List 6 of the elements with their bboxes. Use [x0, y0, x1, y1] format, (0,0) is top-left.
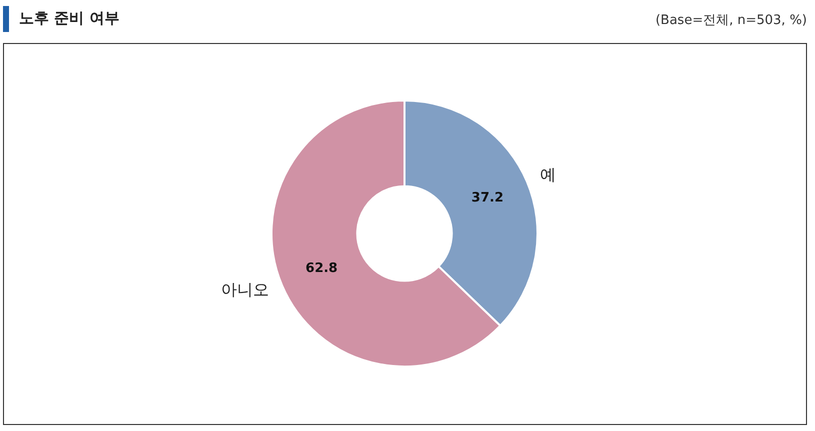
slice-label: 예	[540, 165, 556, 184]
data-label: 37.2	[471, 190, 504, 206]
text: (Base=전체, n=503, %)	[655, 12, 807, 29]
text: 노후 준비 여부	[19, 9, 120, 28]
data-label: 62.8	[306, 261, 338, 276]
slice-label: 아니오	[221, 280, 270, 300]
